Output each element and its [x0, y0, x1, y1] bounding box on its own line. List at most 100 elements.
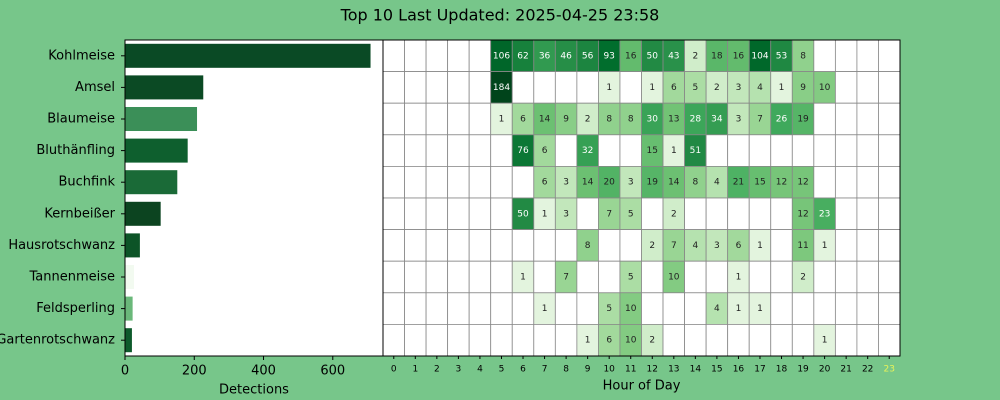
- empty-cell: [834, 71, 858, 104]
- cell-label: 12: [797, 178, 808, 188]
- cell-label: 6: [520, 115, 526, 125]
- empty-cell: [382, 71, 405, 104]
- cell-label: 106: [493, 51, 510, 61]
- x-tick-label: 17: [754, 365, 765, 375]
- empty-cell: [554, 71, 578, 104]
- empty-cell: [684, 323, 707, 357]
- x-axis-label: Detections: [219, 383, 289, 398]
- empty-cell: [554, 134, 578, 167]
- cell-label: 2: [692, 51, 698, 61]
- x-tick-label: 200: [182, 364, 207, 379]
- empty-cell: [878, 102, 901, 136]
- x-tick-label: 14: [690, 365, 702, 375]
- bar: [125, 138, 188, 163]
- empty-cell: [813, 39, 836, 73]
- empty-cell: [533, 229, 556, 262]
- empty-cell: [878, 323, 901, 357]
- empty-cell: [576, 71, 599, 104]
- empty-cell: [878, 197, 901, 231]
- empty-cell: [382, 134, 405, 167]
- empty-cell: [856, 102, 879, 136]
- cell-label: 8: [628, 115, 634, 125]
- empty-cell: [684, 260, 707, 294]
- empty-cell: [641, 260, 664, 294]
- empty-cell: [554, 323, 578, 357]
- empty-cell: [490, 323, 513, 357]
- empty-cell: [834, 260, 858, 294]
- cell-label: 4: [757, 83, 763, 93]
- empty-cell: [447, 102, 470, 136]
- empty-cell: [425, 134, 449, 167]
- x-tick-label: 7: [542, 365, 548, 375]
- empty-cell: [770, 197, 793, 231]
- cell-label: 8: [585, 241, 591, 251]
- cell-label: 46: [560, 51, 572, 61]
- empty-cell: [598, 260, 621, 294]
- empty-cell: [878, 165, 901, 199]
- empty-cell: [468, 102, 492, 136]
- cell-label: 13: [668, 115, 679, 125]
- cell-label: 1: [520, 273, 526, 283]
- empty-cell: [447, 260, 470, 294]
- y-tick-label: Hausrotschwanz: [8, 238, 115, 253]
- empty-cell: [404, 102, 427, 136]
- empty-cell: [468, 71, 492, 104]
- x-tick-label: 10: [603, 365, 615, 375]
- empty-cell: [834, 197, 858, 231]
- cell-label: 5: [628, 273, 634, 283]
- bar: [125, 201, 161, 226]
- cell-label: 1: [757, 241, 763, 251]
- x-tick-label: 6: [520, 365, 526, 375]
- empty-cell: [511, 165, 535, 199]
- empty-cell: [684, 292, 707, 325]
- cell-label: 11: [797, 241, 808, 251]
- x-tick-label: 0: [391, 365, 397, 375]
- cell-label: 6: [542, 178, 548, 188]
- empty-cell: [878, 229, 901, 262]
- empty-cell: [533, 260, 556, 294]
- plot-frame: [382, 39, 901, 357]
- bar: [125, 75, 204, 100]
- empty-cell: [770, 134, 793, 167]
- empty-cell: [382, 39, 405, 73]
- empty-cell: [447, 197, 470, 231]
- empty-cell: [748, 134, 772, 167]
- x-tick-label: 23: [884, 365, 895, 375]
- empty-cell: [404, 39, 427, 73]
- empty-cell: [425, 197, 449, 231]
- empty-cell: [813, 292, 836, 325]
- cell-label: 2: [585, 115, 591, 125]
- y-tick-label: Tannenmeise: [28, 270, 115, 285]
- empty-cell: [856, 197, 879, 231]
- cell-label: 8: [800, 51, 806, 61]
- empty-cell: [856, 229, 879, 262]
- empty-cell: [554, 292, 578, 325]
- cell-label: 50: [517, 209, 529, 219]
- empty-cell: [727, 134, 750, 167]
- empty-cell: [425, 71, 449, 104]
- empty-cell: [511, 71, 535, 104]
- chart-title: Top 10 Last Updated: 2025-04-25 23:58: [340, 6, 660, 25]
- x-axis-label: Hour of Day: [603, 379, 681, 394]
- cell-label: 1: [757, 304, 763, 314]
- cell-label: 56: [582, 51, 594, 61]
- empty-cell: [425, 323, 449, 357]
- empty-cell: [641, 292, 664, 325]
- bar: [125, 233, 140, 258]
- empty-cell: [447, 134, 470, 167]
- empty-cell: [404, 197, 427, 231]
- empty-cell: [468, 165, 492, 199]
- empty-cell: [468, 260, 492, 294]
- empty-cell: [770, 323, 793, 357]
- empty-cell: [705, 323, 729, 357]
- empty-cell: [684, 197, 707, 231]
- cell-label: 19: [647, 178, 659, 188]
- cell-label: 14: [668, 178, 680, 188]
- empty-cell: [834, 292, 858, 325]
- empty-cell: [662, 292, 685, 325]
- empty-cell: [856, 39, 879, 73]
- cell-label: 2: [671, 209, 677, 219]
- empty-cell: [878, 71, 901, 104]
- empty-cell: [748, 260, 772, 294]
- empty-cell: [705, 134, 729, 167]
